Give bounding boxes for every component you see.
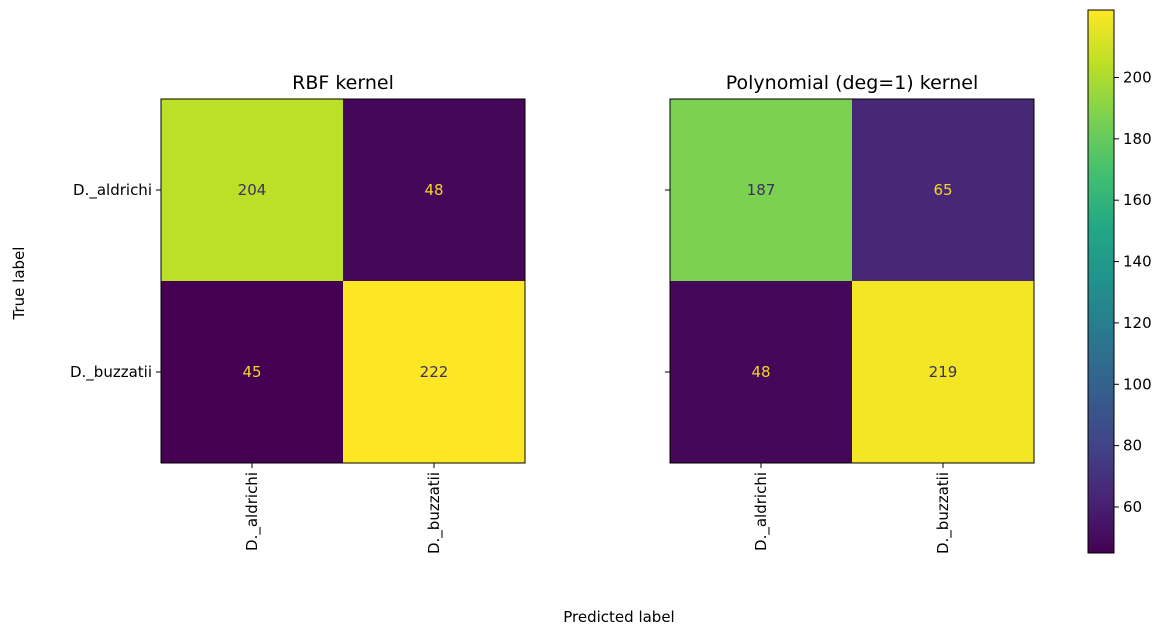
heatmap-cell xyxy=(161,281,344,464)
colorbar-ticks: 60 80 100 120 140 160 180 200 xyxy=(1114,68,1152,516)
heatmap-cell xyxy=(161,99,344,282)
colorbar-tick-label: 160 xyxy=(1123,191,1152,209)
cell-value-label: 45 xyxy=(242,363,261,381)
x-tick-label: D._buzzatii xyxy=(934,472,953,554)
cell-value-label: 187 xyxy=(747,181,776,199)
axes-frame xyxy=(160,98,526,464)
cell-value-label: 48 xyxy=(424,181,443,199)
x-tick-label: D._buzzatii xyxy=(425,472,444,554)
colorbar-tick-label: 100 xyxy=(1123,375,1152,393)
colorbar-tick-label: 200 xyxy=(1123,68,1152,86)
colorbar: 60 80 100 120 140 160 180 200 xyxy=(1087,9,1152,554)
colorbar-tick-label: 120 xyxy=(1123,314,1152,332)
chart-title: RBF kernel xyxy=(292,72,394,94)
colorbar-tick-label: 180 xyxy=(1123,130,1152,148)
chart-title: Polynomial (deg=1) kernel xyxy=(726,72,979,94)
heatmap-cell xyxy=(852,281,1035,464)
colorbar-tick-label: 60 xyxy=(1123,498,1142,516)
x-tick-label: D._aldrichi xyxy=(752,472,771,551)
cell-value-label: 65 xyxy=(933,181,952,199)
heatmap-cell xyxy=(670,281,853,464)
colorbar-gradient xyxy=(1087,9,1115,554)
colorbar-tick-label: 80 xyxy=(1123,437,1142,455)
cell-value-label: 219 xyxy=(929,363,958,381)
heatmap-cell xyxy=(343,99,526,282)
heatmap-cell xyxy=(852,99,1035,282)
y-axis-label: True label xyxy=(10,247,28,321)
cell-value-label: 204 xyxy=(238,181,267,199)
y-tick-label: D._buzzatii xyxy=(70,363,152,382)
x-tick-label: D._aldrichi xyxy=(243,472,262,551)
x-axis-label: Predicted label xyxy=(563,608,674,626)
rbf-confusion-matrix: 204 48 45 222 RBF kernel D._aldrichi D._buzzat… xyxy=(70,72,526,554)
heatmap-cell xyxy=(670,99,853,282)
polynomial-confusion-matrix: 187 65 48 219 Polynomial (deg=1) kernel D._al… xyxy=(665,72,1035,554)
y-tick-label: D._aldrichi xyxy=(73,181,152,200)
cell-value-label: 222 xyxy=(420,363,449,381)
axes-frame xyxy=(669,98,1035,464)
heatmap-cell xyxy=(343,281,526,464)
cell-value-label: 48 xyxy=(751,363,770,381)
colorbar-tick-label: 140 xyxy=(1123,253,1152,271)
